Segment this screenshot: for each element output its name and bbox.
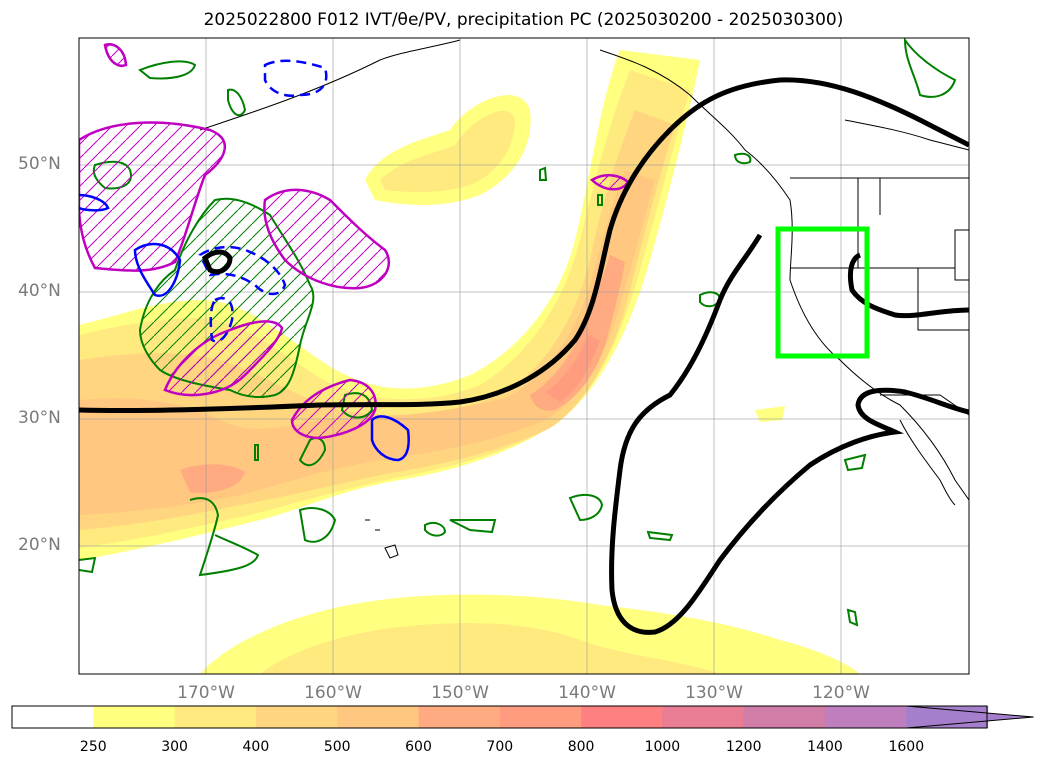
- colorbar-tick-label: 1000: [644, 739, 681, 755]
- colorbar-tick-label: 1600: [888, 739, 925, 755]
- colorbar-tick-label: 400: [242, 739, 270, 755]
- map-plot-area: [79, 38, 969, 674]
- colorbar-tick-label: 700: [486, 739, 514, 755]
- ivt-filled-contours: [79, 50, 860, 674]
- colorbar-tick-label: 500: [323, 739, 351, 755]
- pv-area-center: [263, 188, 391, 290]
- map-title: 2025022800 F012 IVT/θe/PV, precipitation…: [203, 10, 844, 30]
- pv-area-nw: [79, 121, 227, 272]
- theta-e-small: [201, 249, 233, 275]
- gulf-california: [899, 419, 956, 506]
- pv-area-south: [163, 320, 284, 397]
- ivt-band-600b: [180, 464, 245, 493]
- pv-negative-areas: [79, 59, 410, 462]
- lon-label-140w: 140°W: [558, 683, 616, 703]
- lon-label-120w: 120°W: [812, 683, 870, 703]
- hawaii: [365, 519, 399, 559]
- ivt-band-south-inner: [260, 623, 720, 674]
- colorbar-tick-label: 800: [567, 739, 595, 755]
- colorbar-tick-label: 1400: [807, 739, 843, 755]
- lon-label-170w: 170°W: [177, 683, 235, 703]
- ivt-blob-north-inner: [380, 110, 515, 193]
- lon-label-160w: 160°W: [304, 683, 362, 703]
- lat-label-20: 20°N: [18, 535, 61, 555]
- colorbar-tick-label: 1200: [725, 739, 762, 755]
- theta-e-contours: [79, 77, 969, 635]
- bc-interior: [844, 119, 969, 151]
- alaska-coast: [199, 39, 461, 131]
- map-frame: [78, 37, 970, 675]
- lat-label-50: 50°N: [18, 154, 61, 174]
- lon-label-130w: 130°W: [685, 683, 743, 703]
- colorbar-tick-label: 300: [161, 739, 188, 755]
- colorbar-tick-label: 600: [405, 739, 432, 755]
- lat-label-40: 40°N: [18, 281, 61, 301]
- pv-area-small2: [103, 43, 128, 67]
- pv-area-east: [290, 378, 377, 440]
- lon-label-150w: 150°W: [431, 683, 489, 703]
- colorbar-tick-label: 250: [79, 739, 107, 755]
- ivt-band-600: [530, 255, 625, 411]
- lat-label-30: 30°N: [18, 408, 61, 428]
- ivt-band-500: [79, 170, 655, 515]
- pv-positive-areas: [79, 43, 630, 440]
- theta-e-east: [847, 252, 969, 319]
- theta-e-trough: [609, 233, 969, 635]
- ivt-band-700: [545, 335, 600, 402]
- region-box: [775, 226, 870, 359]
- north-america-coast: [599, 49, 969, 501]
- theta-e-main: [79, 77, 969, 414]
- coastlines: [199, 39, 969, 559]
- state-borders: [790, 177, 969, 331]
